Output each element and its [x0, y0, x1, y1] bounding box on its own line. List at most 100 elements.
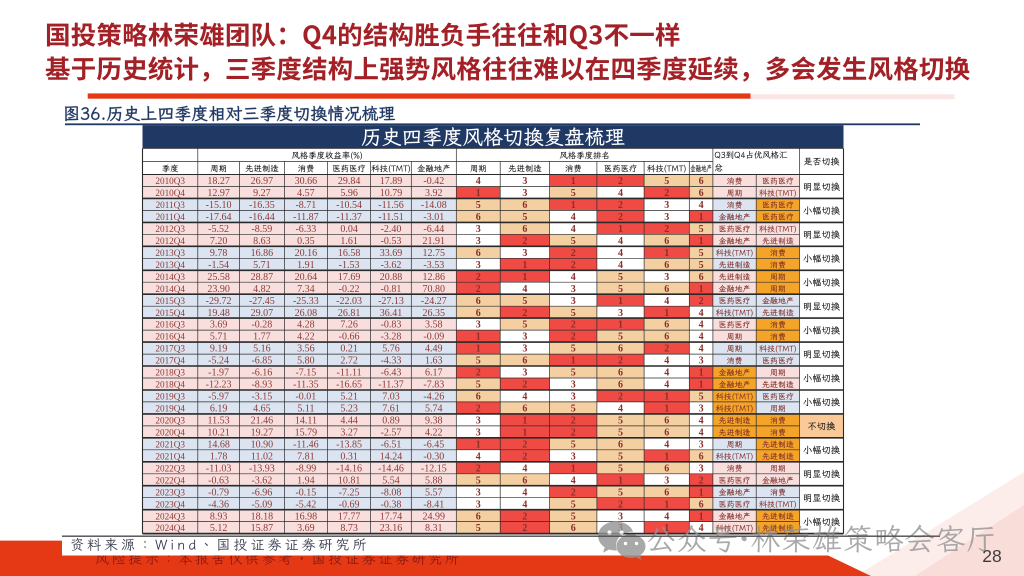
svg-text:4: 4 — [699, 308, 704, 319]
svg-text:5: 5 — [571, 511, 576, 522]
svg-text:-5.42: -5.42 — [295, 499, 316, 510]
svg-text:3.58: 3.58 — [425, 320, 443, 331]
svg-text:-11.37: -11.37 — [336, 212, 361, 223]
svg-text:-7.83: -7.83 — [423, 380, 444, 391]
svg-text:-11.11: -11.11 — [337, 368, 362, 379]
svg-text:8.31: 8.31 — [425, 523, 443, 534]
svg-text:-0.63: -0.63 — [208, 475, 229, 486]
svg-text:5: 5 — [571, 344, 576, 355]
svg-text:2: 2 — [618, 176, 623, 187]
svg-text:1: 1 — [664, 451, 669, 462]
svg-text:4: 4 — [522, 463, 527, 474]
svg-text:-0.38: -0.38 — [381, 499, 402, 510]
svg-text:7.34: 7.34 — [297, 284, 315, 295]
svg-text:7.26: 7.26 — [340, 320, 358, 331]
svg-text:2014Q3: 2014Q3 — [155, 272, 185, 282]
svg-text:0.89: 0.89 — [382, 416, 400, 427]
svg-text:10.90: 10.90 — [251, 439, 274, 450]
svg-text:3: 3 — [699, 356, 704, 367]
svg-text:1: 1 — [522, 428, 527, 439]
svg-text:1: 1 — [571, 176, 576, 187]
svg-text:10.21: 10.21 — [207, 428, 230, 439]
svg-text:2: 2 — [618, 499, 623, 510]
svg-text:3: 3 — [699, 439, 704, 450]
svg-text:-6.51: -6.51 — [381, 439, 402, 450]
svg-text:-11.37: -11.37 — [378, 380, 403, 391]
svg-text:5: 5 — [476, 523, 481, 534]
svg-text:12.97: 12.97 — [207, 188, 230, 199]
svg-text:2: 2 — [664, 344, 669, 355]
svg-text:1: 1 — [476, 439, 481, 450]
svg-text:4: 4 — [618, 188, 623, 199]
svg-text:1.94: 1.94 — [297, 475, 315, 486]
svg-text:-0.15: -0.15 — [295, 487, 316, 498]
svg-text:-0.83: -0.83 — [381, 320, 402, 331]
svg-text:-6.33: -6.33 — [295, 224, 316, 235]
svg-text:4: 4 — [571, 212, 576, 223]
svg-text:2011Q3: 2011Q3 — [156, 200, 186, 210]
svg-text:3: 3 — [476, 428, 481, 439]
svg-text:5.23: 5.23 — [340, 404, 358, 415]
svg-text:6: 6 — [522, 224, 527, 235]
svg-text:-0.53: -0.53 — [381, 236, 402, 247]
svg-text:29.84: 29.84 — [338, 176, 361, 187]
svg-text:7.81: 7.81 — [297, 451, 315, 462]
svg-text:4: 4 — [618, 404, 623, 415]
svg-text:5: 5 — [476, 475, 481, 486]
svg-text:4.49: 4.49 — [425, 344, 443, 355]
svg-text:2: 2 — [522, 451, 527, 462]
svg-text:4: 4 — [699, 344, 704, 355]
svg-text:4.28: 4.28 — [297, 320, 315, 331]
svg-text:2024Q3: 2024Q3 — [155, 511, 185, 521]
svg-text:4: 4 — [699, 523, 704, 534]
svg-text:26.08: 26.08 — [295, 308, 318, 319]
svg-text:-8.08: -8.08 — [381, 487, 402, 498]
svg-text:3.27: 3.27 — [340, 428, 358, 439]
svg-text:1: 1 — [699, 487, 704, 498]
svg-text:2018Q3: 2018Q3 — [155, 368, 185, 378]
svg-text:1: 1 — [664, 499, 669, 510]
svg-text:17.69: 17.69 — [338, 272, 361, 283]
svg-text:5.96: 5.96 — [340, 188, 358, 199]
svg-text:5: 5 — [571, 499, 576, 510]
svg-text:6.19: 6.19 — [210, 404, 228, 415]
svg-text:3: 3 — [476, 224, 481, 235]
svg-text:2012Q4: 2012Q4 — [155, 236, 185, 246]
svg-text:6: 6 — [699, 176, 704, 187]
svg-text:2012Q3: 2012Q3 — [155, 224, 185, 234]
svg-text:3: 3 — [476, 487, 481, 498]
svg-text:5.88: 5.88 — [425, 475, 443, 486]
svg-text:-6.16: -6.16 — [251, 368, 272, 379]
svg-text:2013Q3: 2013Q3 — [155, 248, 185, 258]
svg-text:1: 1 — [571, 356, 576, 367]
svg-text:-8.93: -8.93 — [251, 380, 272, 391]
svg-text:2023Q4: 2023Q4 — [155, 499, 185, 509]
svg-text:21.46: 21.46 — [251, 416, 274, 427]
svg-text:6: 6 — [476, 296, 481, 307]
svg-text:2022Q3: 2022Q3 — [155, 463, 185, 473]
svg-text:1: 1 — [699, 212, 704, 223]
svg-text:24.99: 24.99 — [423, 511, 446, 522]
svg-text:26.97: 26.97 — [251, 176, 274, 187]
svg-text:1: 1 — [618, 475, 623, 486]
svg-text:2: 2 — [699, 475, 704, 486]
svg-text:-3.28: -3.28 — [381, 332, 402, 343]
svg-text:5.12: 5.12 — [210, 523, 228, 534]
svg-text:3: 3 — [699, 404, 704, 415]
svg-text:-0.22: -0.22 — [339, 284, 360, 295]
svg-text:4.65: 4.65 — [253, 404, 271, 415]
svg-text:-1.97: -1.97 — [208, 368, 229, 379]
svg-text:3: 3 — [618, 511, 623, 522]
svg-text:-11.51: -11.51 — [378, 212, 403, 223]
svg-text:2: 2 — [571, 332, 576, 343]
svg-text:5: 5 — [618, 332, 623, 343]
svg-text:6.17: 6.17 — [425, 368, 443, 379]
svg-text:4: 4 — [522, 499, 527, 510]
svg-text:-11.56: -11.56 — [378, 200, 403, 211]
svg-text:1: 1 — [522, 416, 527, 427]
svg-text:-4.26: -4.26 — [423, 392, 444, 403]
svg-text:-24.27: -24.27 — [421, 296, 447, 307]
svg-text:-7.25: -7.25 — [339, 487, 360, 498]
svg-text:6: 6 — [664, 332, 669, 343]
svg-text:16.58: 16.58 — [338, 248, 361, 259]
